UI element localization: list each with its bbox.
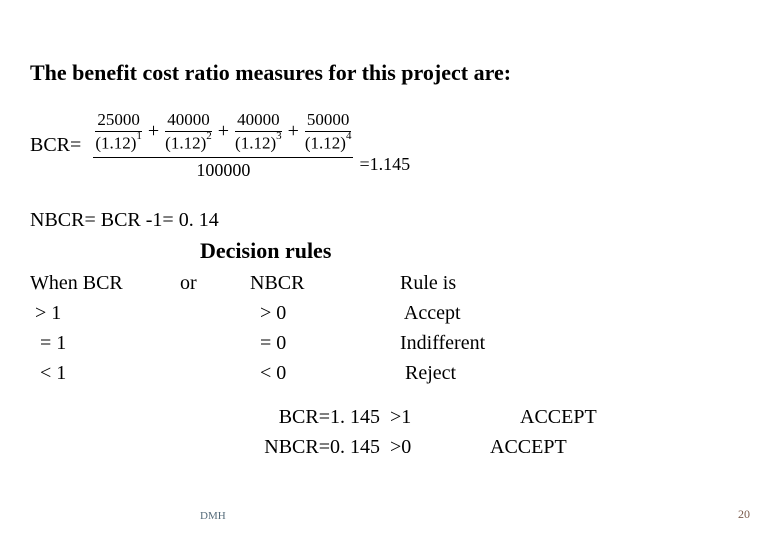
term-2: 40000 (1.12)2 (165, 110, 212, 154)
rule-nbcr: > 0 (250, 298, 400, 328)
footer-author: DMH (200, 510, 226, 522)
term-exp: 1 (136, 130, 142, 142)
term-base: (1.12) (95, 134, 136, 153)
result-compare: >1 (390, 402, 450, 432)
term-den: (1.12)1 (95, 131, 142, 154)
slide: The benefit cost ratio measures for this… (0, 0, 780, 540)
plus-sign: + (218, 120, 229, 143)
plus-sign: + (288, 120, 299, 143)
results-block: BCR=1. 145 >1 ACCEPT NBCR=0. 145 >0 ACCE… (240, 402, 750, 462)
rule-bcr: < 1 (30, 358, 180, 388)
term-1: 25000 (1.12)1 (95, 110, 142, 154)
bcr-equation-row: BCR= 25000 (1.12)1 + 40000 (1.12)2 + 400… (30, 110, 750, 181)
fraction-denominator: 100000 (93, 157, 353, 181)
rules-header-or: or (180, 268, 250, 298)
rule-nbcr: = 0 (250, 328, 400, 358)
slide-title: The benefit cost ratio measures for this… (30, 60, 750, 86)
main-fraction: 25000 (1.12)1 + 40000 (1.12)2 + 40000 (1… (93, 110, 353, 181)
term-exp: 2 (206, 130, 212, 142)
rule-row: = 1 = 0 Indifferent (30, 328, 750, 358)
term-4: 50000 (1.12)4 (305, 110, 352, 154)
rule-or (180, 298, 250, 328)
rule-decision: Indifferent (400, 328, 540, 358)
term-den: (1.12)4 (305, 131, 352, 154)
fraction-numerator-row: 25000 (1.12)1 + 40000 (1.12)2 + 40000 (1… (93, 110, 353, 157)
rule-row: < 1 < 0 Reject (30, 358, 750, 388)
footer-page-number: 20 (738, 507, 750, 522)
term-num: 50000 (307, 110, 350, 131)
term-den: (1.12)3 (235, 131, 282, 154)
term-num: 40000 (167, 110, 210, 131)
formula-result: =1.145 (359, 154, 410, 181)
plus-sign: + (148, 120, 159, 143)
result-row: NBCR=0. 145 >0 ACCEPT (240, 432, 750, 462)
rule-or (180, 328, 250, 358)
rules-header-row: When BCR or NBCR Rule is (30, 268, 750, 298)
rule-bcr: > 1 (30, 298, 180, 328)
rule-decision: Reject (400, 358, 540, 388)
result-label: NBCR=0. 145 (240, 432, 390, 462)
term-exp: 3 (276, 130, 282, 142)
term-base: (1.12) (235, 134, 276, 153)
term-den: (1.12)2 (165, 131, 212, 154)
term-exp: 4 (346, 130, 352, 142)
rules-header-rule: Rule is (400, 268, 540, 298)
result-compare: >0 (390, 432, 450, 462)
bcr-formula: 25000 (1.12)1 + 40000 (1.12)2 + 40000 (1… (93, 110, 410, 181)
result-label: BCR=1. 145 (240, 402, 390, 432)
rule-row: > 1 > 0 Accept (30, 298, 750, 328)
rule-or (180, 358, 250, 388)
decision-rules-title: Decision rules (200, 238, 750, 264)
term-3: 40000 (1.12)3 (235, 110, 282, 154)
result-decision: ACCEPT (450, 402, 660, 432)
nbcr-line: NBCR= BCR -1= 0. 14 (30, 209, 750, 232)
result-decision: ACCEPT (450, 432, 630, 462)
rules-header-bcr: When BCR (30, 268, 180, 298)
rule-bcr: = 1 (30, 328, 180, 358)
term-base: (1.12) (165, 134, 206, 153)
term-base: (1.12) (305, 134, 346, 153)
rules-header-nbcr: NBCR (250, 268, 400, 298)
rule-nbcr: < 0 (250, 358, 400, 388)
term-num: 25000 (97, 110, 140, 131)
bcr-label: BCR= (30, 134, 81, 157)
result-row: BCR=1. 145 >1 ACCEPT (240, 402, 750, 432)
rules-table: When BCR or NBCR Rule is > 1 > 0 Accept … (30, 268, 750, 388)
rule-decision: Accept (400, 298, 540, 328)
term-num: 40000 (237, 110, 280, 131)
